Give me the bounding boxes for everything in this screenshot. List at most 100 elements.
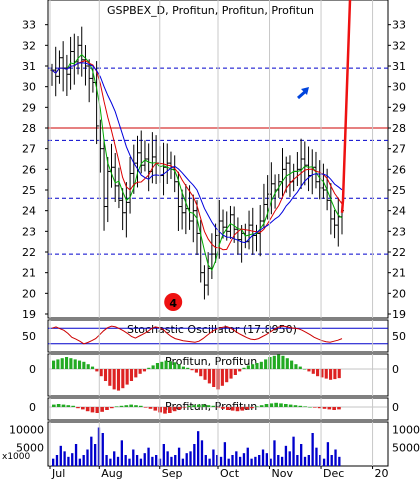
stochastic-title: Stochastic Oscillator (17.8950) [127, 323, 297, 336]
y-tick-label-right: 32 [392, 39, 406, 52]
profitun-2-bar [313, 407, 317, 408]
profitun-2-bar [124, 405, 129, 407]
volume-bar [55, 455, 59, 466]
x-tick-label: 20 [375, 467, 389, 480]
x-tick-label: Dec [323, 467, 344, 480]
stochastic-tick-left: 50 [22, 330, 36, 343]
profitun-2-bar [226, 407, 230, 410]
profitun-1-bar [233, 369, 237, 375]
y-tick-label-left: 21 [22, 267, 36, 280]
profitun-2-bar [211, 405, 216, 407]
profitun-1-bar [307, 369, 311, 372]
trend-arrow-head [301, 87, 309, 95]
profitun-1-bar [212, 369, 216, 387]
profitun-2-bar [240, 407, 245, 411]
y-tick-label-right: 31 [392, 60, 406, 73]
profitun-1-bar [112, 369, 116, 390]
profitun-1-bar [259, 361, 263, 369]
profitun-1-bar [155, 363, 160, 369]
profitun-2-zero-tick-right: 0 [392, 401, 399, 414]
profitun-1-bar [298, 366, 302, 369]
profitun-1-bar [56, 359, 60, 369]
y-tick-label-right: 33 [392, 19, 406, 32]
volume-bar [254, 456, 257, 466]
profitun-1-zero-tick-left: 0 [29, 363, 36, 376]
profitun-2-bar [114, 406, 119, 407]
profitun-2-bar [206, 405, 211, 407]
volume-bar [311, 433, 314, 466]
y-tick-label-left: 22 [22, 246, 36, 259]
volume-tick-right: 5000 [392, 442, 420, 455]
profitun-2-bar [337, 407, 341, 410]
profitun-2-bar [95, 407, 100, 413]
volume-bar [193, 444, 196, 466]
volume-bar [120, 440, 123, 466]
profitun-1-bar [290, 360, 294, 369]
profitun-2-bar [197, 404, 201, 407]
profitun-1-bar [277, 354, 281, 369]
x-tick-label: Jul [51, 467, 65, 480]
y-tick-label-right: 23 [392, 225, 406, 238]
profitun-2-bar [201, 404, 206, 407]
profitun-2-bar [182, 407, 187, 408]
profitun-1-bar [173, 362, 177, 369]
profitun-1-bar [86, 364, 90, 369]
profitun-2-bar [71, 405, 75, 407]
profitun-1-bar [229, 369, 233, 379]
profitun-2-bar [172, 407, 177, 412]
profitun-1-bar [246, 365, 250, 369]
profitun-2-bar [303, 406, 307, 407]
profitun-2-bar [163, 407, 167, 414]
volume-bar [322, 458, 326, 466]
volume-bar [71, 453, 74, 466]
main-panel: GSPBEX_D, Profitun, Profitun, Profitun 1… [22, 0, 406, 321]
profitun-1-bar [77, 360, 82, 369]
profitun-1-bar [337, 369, 341, 379]
profitun-1-bar [129, 369, 134, 381]
profitun-1-bar [168, 361, 172, 369]
profitun-1-bar [99, 369, 103, 377]
profitun-2-bar [143, 407, 148, 408]
volume-bar [147, 447, 150, 466]
profitun-2-bar [110, 407, 114, 409]
profitun-2-bar [298, 405, 303, 407]
volume-bar [288, 451, 291, 466]
y-tick-label-left: 24 [22, 205, 36, 218]
volume-bar [300, 444, 303, 466]
volume-bar [74, 444, 78, 466]
volume-bar [307, 455, 310, 466]
profitun-1-bar [207, 369, 211, 384]
volume-tick-left: 10000 [9, 423, 44, 436]
x-tick-label: Nov [272, 467, 294, 480]
y-tick-label-left: 25 [22, 184, 36, 197]
volume-bar [105, 455, 108, 466]
main-chart-title: GSPBEX_D, Profitun, Profitun, Profitun [107, 4, 314, 17]
profitun-1-bar [203, 369, 207, 380]
profitun-2-bar [264, 404, 269, 407]
profitun-1-bar [324, 369, 328, 379]
profitun-2-bar [259, 405, 264, 407]
profitun-2-bar [245, 407, 249, 410]
volume-bar [166, 451, 169, 466]
profitun-1-bar [134, 369, 138, 378]
volume-bar [261, 449, 265, 466]
profitun-1-bar [82, 361, 86, 369]
profitun-2-bar [317, 407, 322, 409]
volume-bar [292, 436, 295, 466]
profitun-1-title: Profitun, Profitun [165, 355, 257, 368]
profitun-1-bar [190, 369, 194, 371]
profitun-2-bar [119, 405, 124, 407]
volume-bar [338, 456, 341, 466]
volume-bar [132, 449, 135, 466]
volume-bar [280, 456, 284, 466]
profitun-2-bar [322, 407, 327, 409]
profitun-1-bar [73, 359, 77, 369]
profitun-2-bar [230, 407, 235, 411]
profitun-2-bar [308, 407, 312, 408]
profitun-2-bar [129, 404, 133, 407]
volume-bar [170, 456, 173, 466]
volume-bar [93, 444, 97, 466]
volume-bar [212, 449, 215, 466]
volume-bar [113, 451, 116, 466]
volume-bar [246, 447, 249, 466]
